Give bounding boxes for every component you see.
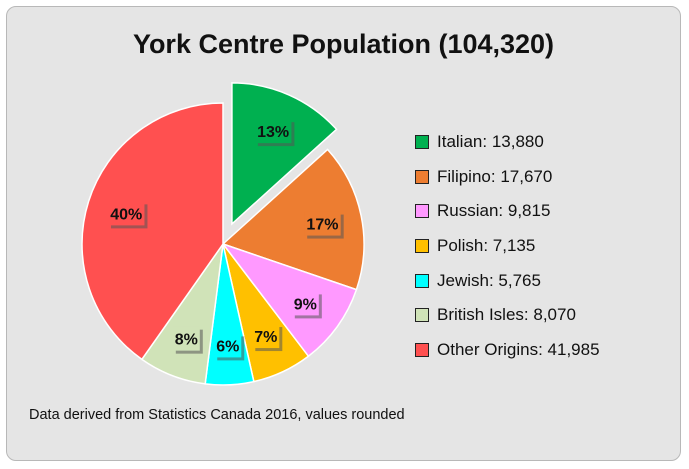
legend-value: 17,670 [500,166,553,186]
data-label-text: 13% [257,124,289,141]
legend-label: Italian [437,132,483,152]
data-label-text: 40% [110,206,142,223]
data-label-text: 8% [175,332,198,349]
legend-swatch [415,135,429,150]
data-label-box [304,211,341,236]
legend-label: Filipino [437,166,491,186]
source-note: Data derived from Statistics Canada 2016… [29,407,405,423]
legend-entry-jewish: Jewish: 5,765 [415,263,600,298]
pie-slice-russian [220,242,358,358]
data-label-polish: 7% [252,324,283,352]
data-label-filipino: 17% [304,211,344,239]
legend-value: 7,135 [492,236,536,256]
pie-chart: 13% 17% 9% 7% 6% 8% 40% [81,82,365,386]
data-label-box [254,119,292,144]
data-label-box [107,201,145,226]
legend-entry-russian: Russian: 9,815 [415,194,600,229]
data-label-box [252,324,280,349]
legend-swatch [415,204,429,219]
chart-frame: 13% 17% 9% 7% 6% 8% 40% York Centre Population… [6,6,681,461]
legend-label: Russian [437,201,499,221]
legend-label: Polish [437,236,484,256]
chart-title: York Centre Population (104,320) [132,29,555,59]
legend-swatch [415,342,429,357]
legend-label: British Isles [437,305,524,325]
data-label-box [172,326,200,351]
legend-label: Other Origins [437,339,539,359]
legend-swatch [415,273,429,288]
data-label-box [291,291,319,316]
legend-value: 8,070 [533,305,576,325]
legend-value: 41,985 [547,339,600,359]
data-label-text: 17% [306,217,338,234]
data-label-text: 7% [254,329,277,346]
legend-label: Jewish [437,270,489,290]
data-label-text: 6% [216,338,239,355]
legend-entry-british-isles: British Isles: 8,070 [415,298,600,333]
legend-value: 5,765 [498,270,541,290]
chart-legend: Italian: 13,880 Filipino: 17,670 Russian: … [415,125,600,367]
pie-slice-other-origins [81,102,224,361]
data-label-italian: 13% [254,119,295,147]
data-label-russian: 9% [291,291,322,319]
legend-entry-filipino: Filipino: 17,670 [415,160,600,195]
data-label-british-isles: 8% [172,326,203,354]
legend-value: 13,880 [491,132,544,152]
legend-entry-other-origins: Other Origins: 41,985 [415,333,600,368]
legend-value: 9,815 [507,201,551,221]
pie-slice-italian [231,82,338,226]
legend-swatch [415,169,429,184]
legend-entry-polish: Polish: 7,135 [415,229,600,264]
pie-slice-filipino [221,148,365,291]
data-label-text: 9% [294,296,317,313]
legend-swatch [415,308,429,323]
data-label-box [214,333,242,358]
legend-entry-italian: Italian: 13,880 [415,125,600,160]
legend-swatch [415,239,429,254]
data-label-jewish: 6% [214,333,245,361]
data-label-other-origins: 40% [107,201,148,229]
